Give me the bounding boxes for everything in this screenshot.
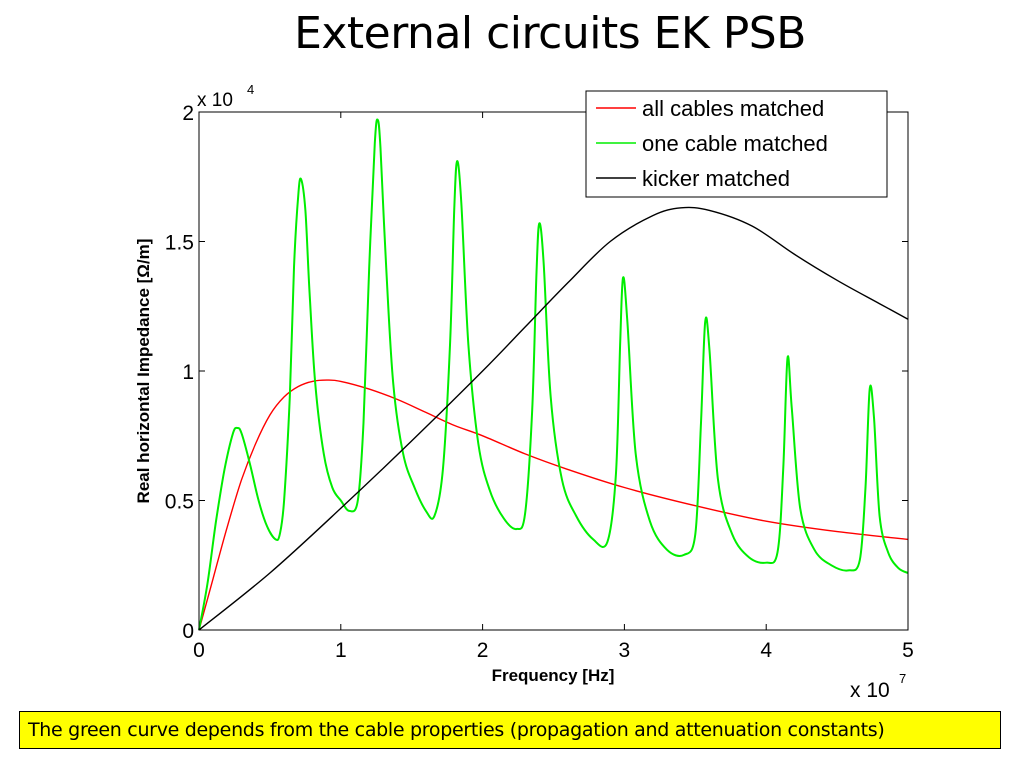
x-tick-label: 3 <box>619 639 631 662</box>
y-tick-label: 1.5 <box>165 232 194 255</box>
legend: all cables matched one cable matched kicke… <box>585 90 888 198</box>
note-text: The green curve depends from the cable p… <box>28 719 885 741</box>
x-tick-label: 4 <box>760 639 772 662</box>
legend-box <box>585 90 888 198</box>
y-tick-label: 0.5 <box>165 491 194 514</box>
legend-label: one cable matched <box>642 131 828 156</box>
impedance-chart: 0 1 2 3 4 5 0 0.5 1 1.5 2 x 10 4 x 10 7 Frequency … <box>134 82 914 702</box>
x-exponent-power: 7 <box>899 671 906 686</box>
y-exponent-power: 4 <box>247 82 254 97</box>
x-axis-label: Frequency [Hz] <box>492 666 615 685</box>
legend-entries: all cables matched one cable matched kicke… <box>596 96 828 191</box>
series-line-all-cables-matched <box>198 379 909 631</box>
series-line-kicker-matched <box>198 206 909 631</box>
slide-title: External circuits EK PSB <box>294 8 806 59</box>
x-exponent-label: x 10 <box>850 679 890 702</box>
legend-label: kicker matched <box>642 166 790 191</box>
x-tick-label: 0 <box>193 639 205 662</box>
series-layer <box>198 118 909 631</box>
series-line-one-cable-matched <box>198 118 909 631</box>
x-tick-label: 2 <box>477 639 489 662</box>
x-tick-label: 1 <box>335 639 347 662</box>
y-tick-label: 2 <box>182 102 194 125</box>
y-axis-label: Real horizontal Impedance [Ω/m] <box>134 239 153 504</box>
tick-layer: 0 1 2 3 4 5 0 0.5 1 1.5 2 <box>165 102 914 662</box>
y-tick-label: 0 <box>182 620 194 643</box>
legend-label: all cables matched <box>642 96 824 121</box>
y-exponent-label: x 10 <box>197 90 233 111</box>
note-box: The green curve depends from the cable p… <box>19 711 1001 749</box>
x-tick-label: 5 <box>902 639 914 662</box>
y-tick-label: 1 <box>182 361 194 384</box>
